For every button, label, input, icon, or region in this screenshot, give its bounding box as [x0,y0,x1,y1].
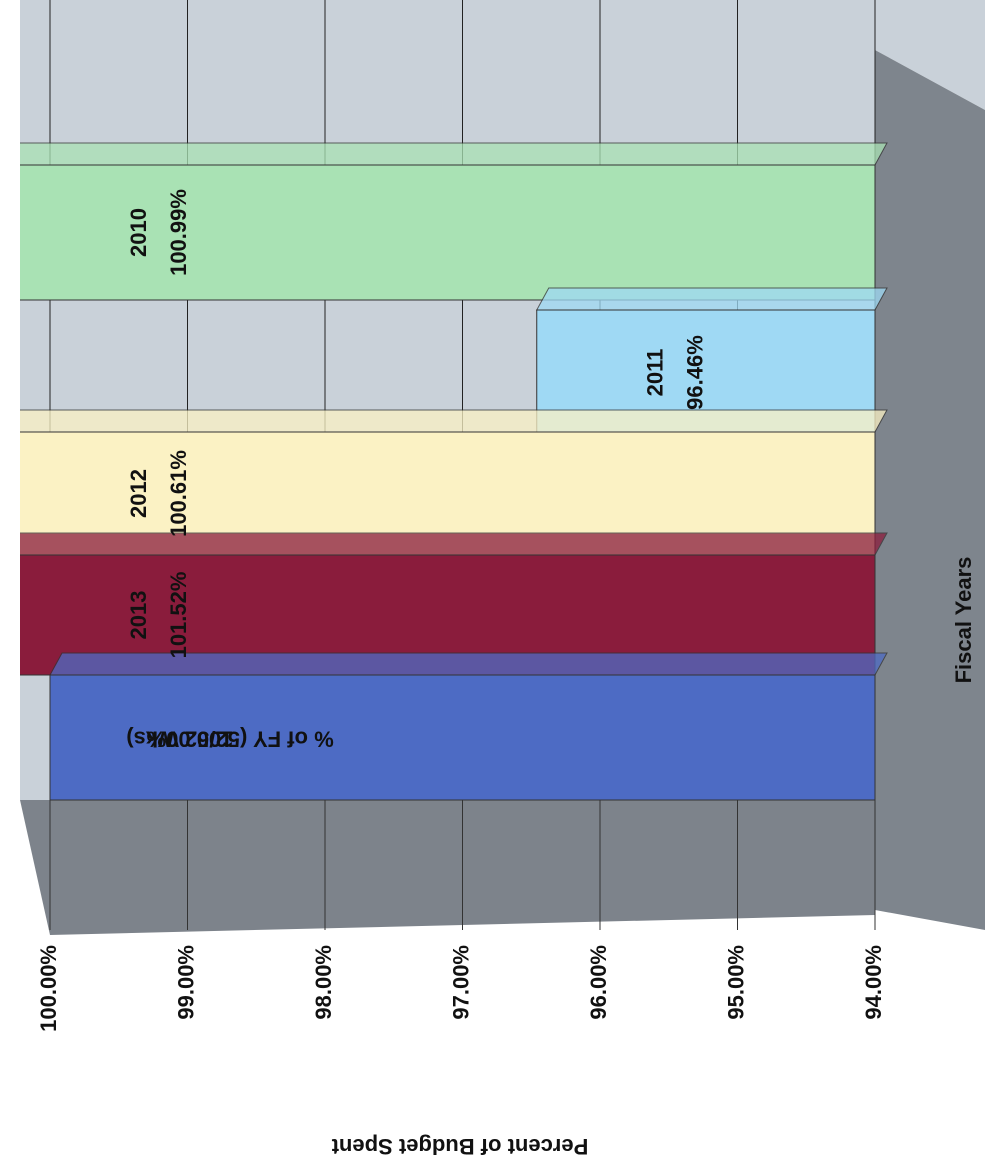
data-label-category: 2013 [126,591,151,640]
x-tick-label: 94.00% [861,945,886,1020]
data-label: 101.52% [166,572,191,659]
data-label-category: % of FY (52/52 Wks) [126,727,333,752]
bar-top [20,532,888,556]
bar-top [20,142,888,166]
x-tick-label: 100.00% [36,945,61,1032]
data-label: 100.61% [166,450,191,537]
data-label: 100.99% [166,189,191,276]
x-tick-label: 96.00% [586,945,611,1020]
data-label-category: 2010 [126,208,151,257]
x-tick-label: 98.00% [311,945,336,1020]
y-axis-label: Fiscal Years [951,557,976,684]
data-label: 100.00% [147,727,234,752]
bar-top [535,287,888,311]
data-label-category: 2012 [126,469,151,518]
x-tick-label: 95.00% [723,945,748,1020]
bar [20,164,876,301]
side-wall [875,50,985,930]
x-axis-label: Percent of Budget Spent [331,1134,588,1159]
bar-top [20,409,888,433]
plot [20,0,888,801]
data-label-category: 2011 [643,349,668,397]
x-tick-label: 97.00% [448,945,473,1020]
data-label: 96.46% [683,335,708,410]
bar [49,674,876,801]
x-tick-label: 99.00% [173,945,198,1020]
floor [20,800,875,935]
